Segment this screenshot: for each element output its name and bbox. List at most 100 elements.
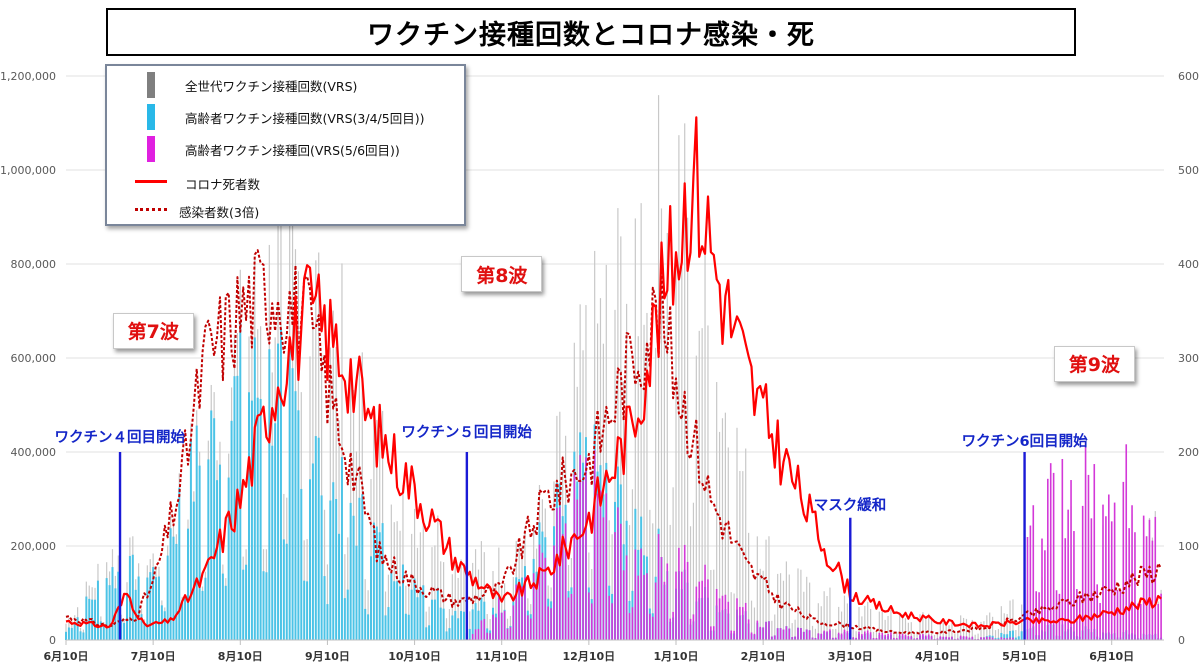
bar-all-ages	[419, 532, 421, 640]
bar-elderly-345	[294, 391, 297, 640]
bar-elderly-56	[1067, 509, 1069, 640]
bar-elderly-345	[1014, 637, 1017, 640]
bar-elderly-56	[1003, 637, 1006, 640]
bar-all-ages	[782, 580, 785, 640]
bar-all-ages	[666, 232, 668, 641]
bar-all-ages	[431, 547, 433, 640]
bar-elderly-56	[1119, 589, 1122, 640]
bar-elderly-56	[564, 523, 567, 640]
bar-all-ages	[428, 606, 430, 640]
bar-elderly-56	[895, 638, 898, 640]
bar-all-ages	[992, 616, 994, 640]
bar-elderly-345	[175, 543, 178, 640]
bar-elderly-345	[997, 637, 1000, 640]
bar-all-ages	[977, 633, 979, 640]
bar-elderly-56	[1131, 505, 1133, 640]
bar-all-ages	[657, 95, 660, 641]
bar-elderly-345	[384, 615, 387, 640]
bar-elderly-56	[980, 637, 982, 640]
bar-elderly-56	[820, 633, 823, 640]
bar-elderly-56	[599, 490, 602, 640]
bar-elderly-56	[1151, 540, 1154, 640]
bar-elderly-56	[1029, 525, 1032, 640]
legend-label-elderly-345: 高齢者ワクチン接種回数(VRS(3/4/5回目))	[185, 111, 425, 126]
bar-all-ages	[945, 622, 947, 640]
bar-elderly-345	[436, 587, 439, 640]
bar-elderly-345	[65, 631, 67, 640]
x-tick-label: 6月10日	[1089, 650, 1134, 663]
bar-elderly-56	[1061, 458, 1064, 640]
bar-elderly-56	[544, 557, 547, 640]
bar-elderly-56	[933, 638, 936, 640]
bar-elderly-56	[1145, 536, 1148, 640]
bar-all-ages	[469, 611, 471, 640]
bar-elderly-56	[1142, 515, 1145, 640]
bar-elderly-56	[468, 638, 471, 640]
bar-all-ages	[724, 412, 726, 640]
bar-all-ages	[753, 607, 756, 640]
bar-all-ages	[663, 333, 665, 640]
bar-all-ages	[326, 564, 329, 640]
bar-elderly-56	[689, 618, 692, 640]
bar-elderly-345	[201, 590, 204, 640]
bar-all-ages	[408, 587, 410, 640]
event-layer	[118, 452, 1026, 640]
bar-elderly-56	[832, 637, 834, 640]
bar-elderly-345	[111, 567, 114, 640]
y-right-tick-label: 500	[1178, 164, 1199, 177]
bar-elderly-56	[1090, 518, 1093, 640]
bar-elderly-345	[172, 536, 175, 640]
bar-elderly-345	[204, 577, 207, 640]
y-right-tick-label: 0	[1178, 634, 1185, 647]
bar-elderly-56	[858, 631, 860, 640]
x-tick-label: 7月10日	[131, 650, 176, 663]
bar-elderly-345	[207, 459, 210, 640]
bar-all-ages	[329, 347, 331, 640]
bar-elderly-345	[268, 349, 271, 640]
legend-item-infections: 感染者数(3倍)	[107, 198, 462, 224]
bar-all-ages	[695, 355, 697, 640]
bar-elderly-345	[457, 618, 460, 640]
bar-all-ages	[733, 593, 735, 640]
bar-elderly-56	[925, 635, 927, 640]
bar-elderly-345	[338, 533, 341, 640]
bar-elderly-345	[279, 328, 282, 640]
bar-elderly-56	[1081, 505, 1084, 640]
bar-all-ages	[878, 611, 880, 640]
bar-elderly-56	[968, 637, 971, 640]
bar-all-ages	[774, 614, 776, 640]
bar-all-ages	[643, 324, 645, 640]
bar-elderly-56	[1058, 593, 1061, 640]
bar-all-ages	[413, 508, 416, 640]
bar-elderly-56	[791, 637, 793, 640]
bar-all-ages	[689, 526, 692, 640]
bar-all-ages	[608, 520, 610, 640]
bar-all-ages	[646, 312, 648, 640]
bar-all-ages	[634, 218, 636, 641]
bar-all-ages	[997, 629, 1000, 640]
bar-elderly-56	[805, 629, 808, 640]
bar-elderly-56	[692, 614, 695, 640]
bar-all-ages	[477, 569, 480, 640]
bar-elderly-56	[521, 586, 523, 640]
bar-elderly-56	[710, 626, 712, 640]
bar-elderly-56	[590, 603, 593, 640]
legend-swatch-gray	[147, 72, 155, 98]
bar-elderly-56	[945, 636, 947, 640]
bar-all-ages	[994, 630, 997, 640]
bar-elderly-56	[524, 577, 526, 640]
bar-elderly-56	[1154, 516, 1157, 640]
bar-all-ages	[916, 631, 918, 640]
bar-elderly-56	[1096, 584, 1098, 640]
y-right-tick-label: 200	[1178, 446, 1199, 459]
bar-elderly-345	[146, 577, 149, 640]
bar-elderly-56	[759, 626, 762, 640]
bar-elderly-56	[718, 598, 721, 640]
bar-elderly-56	[547, 606, 549, 640]
bar-elderly-56	[733, 630, 735, 640]
bar-elderly-56	[1047, 478, 1049, 640]
bar-all-ages	[983, 621, 985, 640]
bar-elderly-56	[506, 628, 509, 640]
bar-all-ages	[335, 346, 337, 640]
legend-swatch-red-solid	[135, 180, 167, 183]
